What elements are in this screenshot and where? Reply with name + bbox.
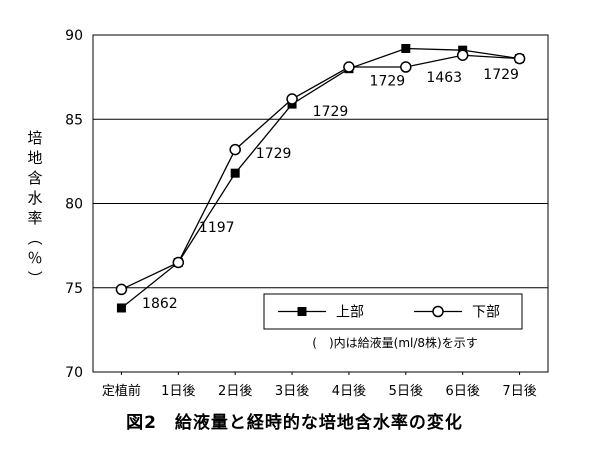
y-axis-label-char: （ <box>25 230 44 246</box>
y-axis-label-char: 含 <box>27 169 43 187</box>
x-tick-label: 5日後 <box>389 384 423 399</box>
data-point-circle <box>343 61 355 73</box>
y-axis-label-char: 培 <box>27 129 43 147</box>
x-tick-label: 6日後 <box>446 384 480 399</box>
data-point-square <box>230 168 240 178</box>
y-axis-label: 培地含水率 （ ％ ） <box>26 128 44 288</box>
y-tick-label: 70 <box>65 365 83 381</box>
data-point-circle <box>400 61 412 73</box>
annotation-label: 1729 <box>313 104 349 120</box>
legend-marker-square <box>297 307 307 316</box>
x-tick-label: 3日後 <box>275 384 309 399</box>
y-axis-label-char: 率 <box>27 209 43 227</box>
legend-label: 上部 <box>336 305 364 321</box>
y-tick-label: 80 <box>65 197 83 213</box>
data-point-circle <box>456 49 469 61</box>
annotation-label: 1197 <box>199 220 235 236</box>
x-tick-label: 1日後 <box>161 384 195 399</box>
x-tick-label: 定植前 <box>102 383 141 399</box>
annotation-label: 1729 <box>483 67 519 83</box>
x-tick-label: 7日後 <box>502 384 536 399</box>
y-axis-label-char: ） <box>25 270 44 286</box>
x-tick-label: 2日後 <box>218 384 252 399</box>
data-point-circle <box>513 52 526 65</box>
x-tick-label: 4日後 <box>332 384 366 399</box>
annotation-label: 1729 <box>256 146 292 162</box>
y-axis-label-char: ％ <box>27 249 43 267</box>
annotation-label: 1729 <box>370 73 406 89</box>
annotation-label: 1463 <box>426 70 462 86</box>
figure-caption: 図2 給液量と経時的な培地含水率の変化 <box>126 413 463 433</box>
legend-label: 下部 <box>472 305 500 321</box>
y-axis-label-char: 地 <box>27 149 43 167</box>
annotation-label: 1862 <box>142 296 178 312</box>
series-line <box>121 54 520 291</box>
y-tick-label: 85 <box>65 112 83 128</box>
y-tick-label: 90 <box>65 28 83 44</box>
data-point-square <box>116 303 126 313</box>
data-point-circle <box>172 256 185 269</box>
data-point-circle <box>115 283 128 296</box>
legend-marker-circle <box>432 305 444 318</box>
data-point-circle <box>286 93 298 105</box>
y-axis-label-char: 水 <box>27 189 43 207</box>
data-point-square <box>401 43 411 53</box>
y-tick-label: 75 <box>65 281 83 297</box>
legend-note: ( )内は給液量(ml/8株)を示す <box>312 335 477 350</box>
series-line <box>121 47 520 309</box>
data-point-circle <box>229 143 241 156</box>
